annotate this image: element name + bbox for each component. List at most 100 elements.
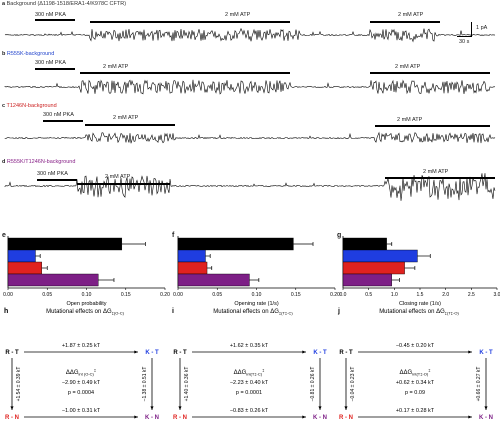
x-axis-label: Opening rate (1/s)	[234, 301, 278, 307]
cycle-title: Mutational effects on ΔG‡(O-C)	[46, 309, 124, 316]
bar-3	[7, 273, 99, 287]
x-tick-label: 3.0	[494, 292, 500, 298]
node-rn: R - N	[339, 415, 353, 421]
trace-label-c: T1246N-background	[6, 103, 57, 109]
bar-1	[342, 249, 418, 263]
node-rn: R - N	[5, 415, 19, 421]
edge-bottom: −1.00 ± 0.31 kT	[62, 408, 101, 414]
edge-bottom: −0.83 ± 0.26 kT	[230, 408, 269, 414]
ddg-superscript: ‡	[428, 368, 430, 373]
atp-bar	[90, 21, 290, 23]
panel-letter-h: h	[4, 308, 8, 315]
ddg-superscript: ‡	[262, 368, 264, 373]
cycle-h: h Mutational effects on ΔG‡(O-C) R - T K - …	[4, 308, 159, 421]
trace-label-b: R555K-background	[6, 51, 55, 57]
node-kt: K - T	[145, 350, 159, 356]
arrow-right-head	[484, 406, 488, 410]
ddg-value: −2.90 ± 0.49 kT	[62, 380, 101, 386]
arrow-top-head	[134, 350, 138, 354]
trace-b	[4, 68, 496, 95]
pka-bar	[43, 120, 83, 122]
panel-letter-j: j	[337, 308, 340, 315]
panel-letter-g: g	[337, 232, 342, 239]
trace-title-d: d R555K/T1246N-background	[2, 159, 75, 166]
trace-panel-a: a Background (Δ1198-1518/ERA1-4/K978C CF…	[0, 0, 500, 55]
cycle-title-subscript: ‡(T‡-O)	[445, 311, 460, 316]
pka-label-c: 300 nM PKA	[43, 112, 74, 118]
node-rt: R - T	[339, 350, 353, 356]
cycle-i: i Mutational effects on ΔG‡(T‡-C) R - T K -…	[172, 308, 327, 421]
bar-2	[7, 261, 42, 275]
atp-bar	[80, 72, 290, 74]
cycle-title-subscript: ‡(T‡-C)	[279, 311, 293, 316]
p-value: p = 0.0004	[68, 390, 94, 396]
bar-1	[7, 249, 36, 263]
panel-letter-b: b	[2, 51, 6, 57]
trace-d	[4, 173, 496, 201]
trace-a	[4, 19, 496, 43]
x-axis-label: Open probability	[66, 301, 106, 307]
bar-2	[177, 261, 208, 275]
arrow-bottom-head	[468, 415, 472, 419]
x-axis-label: Closing rate (1/s)	[399, 301, 441, 307]
node-rn: R - N	[173, 415, 187, 421]
node-kn: K - N	[313, 415, 327, 421]
x-tick-label: 0.0	[340, 292, 347, 298]
panel-letter-a: a	[2, 1, 6, 7]
atp-label-a1: 2 mM ATP	[225, 12, 251, 18]
trace-c	[4, 120, 496, 144]
x-tick-label: 0.00	[173, 292, 183, 298]
x-tick-label: 0.10	[82, 292, 92, 298]
edge-top: −0.45 ± 0.20 kT	[396, 343, 435, 349]
edge-right: −0.81 ± 0.26 kT	[310, 367, 316, 402]
scale-bar-time: 30 s	[459, 39, 470, 45]
scale-bar-horizontal	[457, 36, 472, 37]
p-value: p = 0.09	[405, 390, 425, 396]
x-tick-label: 0.15	[121, 292, 131, 298]
node-kn: K - N	[145, 415, 159, 421]
arrow-bottom-head	[134, 415, 138, 419]
atp-label-b1: 2 mM ATP	[103, 64, 129, 70]
ddg-label: ΔΔGint (O-C)‡	[66, 368, 96, 377]
atp-label-a2: 2 mM ATP	[398, 12, 424, 18]
x-tick-label: 0.5	[365, 292, 372, 298]
current-trace	[4, 173, 496, 201]
bar-0	[7, 237, 123, 251]
atp-bar	[385, 177, 495, 179]
scale-bar-current: 1 pA	[476, 25, 488, 31]
bar-0	[342, 237, 387, 251]
trace-panel-d: d R555K/T1246N-background 300 nM PKA 2 m…	[0, 158, 500, 228]
x-tick-label: 2.0	[442, 292, 449, 298]
x-tick-label: 1.5	[417, 292, 424, 298]
bar-3	[177, 273, 250, 287]
cycle-panels: h Mutational effects on ΔG‡(O-C) R - T K - …	[0, 300, 500, 425]
pka-label-b: 300 nM PKA	[35, 60, 66, 66]
panel-letter-c: c	[2, 103, 6, 109]
atp-bar	[77, 183, 170, 185]
ddg-superscript: ‡	[94, 368, 96, 373]
x-tick-label: 0.15	[291, 292, 301, 298]
ddg-value: −2.23 ± 0.40 kT	[230, 380, 269, 386]
x-tick-label: 0.20	[330, 292, 340, 298]
ddg-subscript: int(T‡-O)	[412, 372, 429, 377]
bar-1	[177, 249, 206, 263]
x-tick-label: 0.20	[160, 292, 170, 298]
node-kt: K - T	[479, 350, 493, 356]
cycle-title: Mutational effects on ΔG‡(T‡-O)	[379, 309, 459, 316]
atp-label-c1: 2 mM ATP	[113, 115, 139, 121]
trace-title-a: a Background (Δ1198-1518/ERA1-4/K978C CF…	[2, 1, 126, 8]
ddg-label: ΔΔGint(T‡-C)‡	[234, 368, 265, 377]
current-trace	[4, 79, 496, 95]
x-tick-label: 2.5	[468, 292, 475, 298]
bar-0	[177, 237, 294, 251]
cycle-title-subscript: ‡(O-C)	[112, 311, 125, 316]
panel-letter-i: i	[172, 308, 174, 315]
atp-label-d1: 2 mM ATP	[105, 174, 131, 180]
x-tick-label: 0.10	[252, 292, 262, 298]
atp-label-d2: 2 mM ATP	[423, 169, 449, 175]
pka-label-d: 300 nM PKA	[37, 171, 68, 177]
pka-bar	[35, 68, 75, 70]
pka-bar	[37, 179, 77, 181]
edge-bottom: +0.17 ± 0.28 kT	[396, 408, 435, 414]
edge-top: +1.62 ± 0.35 kT	[230, 343, 269, 349]
